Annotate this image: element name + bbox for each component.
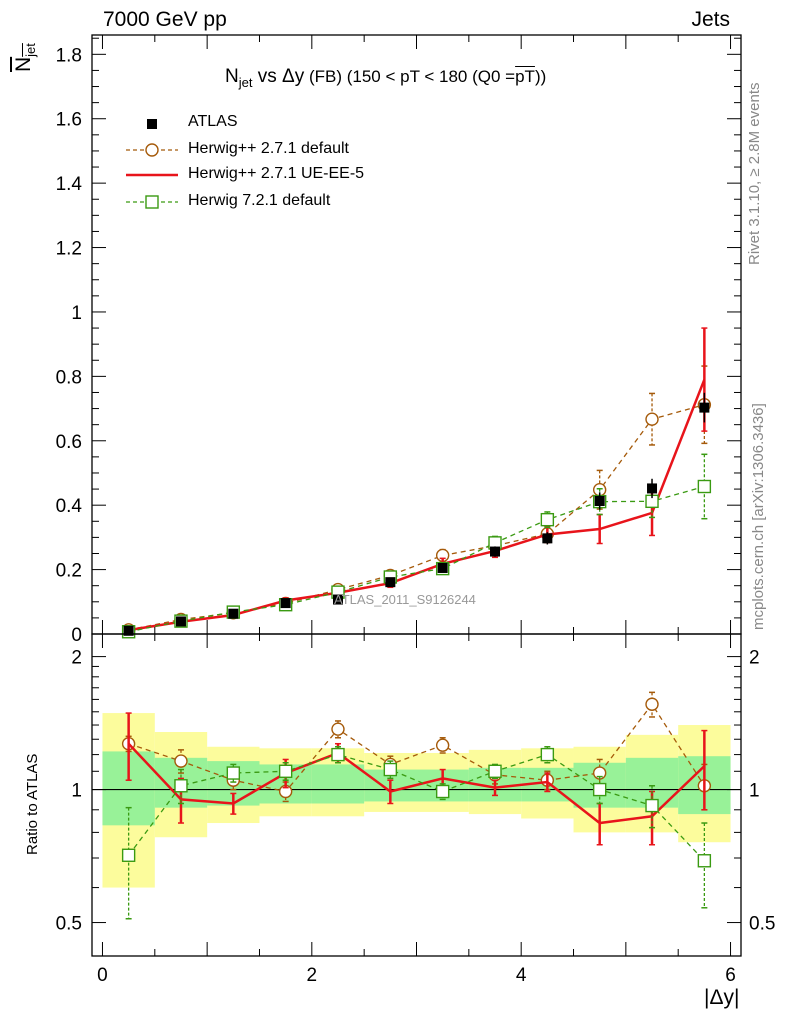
ratio-point-herwig7 — [331, 747, 345, 762]
main-line-herwig7 — [128, 485, 705, 633]
y-axis-title-n: N — [12, 56, 35, 72]
ratio-point-herwig7 — [645, 798, 659, 813]
atlas-point — [175, 616, 186, 627]
ratio-point-herwig-default — [435, 738, 450, 752]
legend-marker-atlas — [147, 119, 157, 129]
x-axis-title: |Δy| — [704, 986, 740, 1009]
ratio-line-herwig-ue — [127, 742, 706, 825]
process-label: Jets — [691, 8, 730, 31]
legend-label-herwig-ue: Herwig++ 2.7.1 UE-EE-5 — [188, 165, 365, 182]
legend-marker-herwig-default — [126, 143, 178, 157]
ratio-y-tick-label-right: 0.5 — [749, 914, 775, 935]
ratio-point-herwig7 — [121, 848, 136, 862]
ratio-axis-title: Ratio to ATLAS — [24, 753, 41, 855]
legend-marker-herwig7 — [126, 195, 178, 209]
title-mid: vs Δy — [252, 66, 305, 87]
ratio-y-tick-label: 2 — [71, 648, 82, 669]
y-axis-title-sub: jet — [23, 43, 39, 57]
main-line-herwig-ue — [128, 379, 706, 632]
ratio-band-inner — [311, 764, 365, 804]
x-tick-label: 6 — [725, 965, 736, 986]
ratio-line-herwig-default — [128, 703, 705, 793]
y-axis-title: Njet — [12, 43, 38, 72]
y-tick-label: 1.2 — [56, 239, 82, 260]
atlas-point — [490, 546, 501, 557]
main-point-herwig7 — [697, 479, 712, 494]
main-point-herwig7 — [540, 512, 555, 527]
ratio-y-tick-label: 1 — [71, 781, 82, 802]
ratio-point-herwig7 — [435, 784, 450, 799]
ratio-point-herwig7 — [383, 762, 398, 777]
mcplots-info: mcplots.cern.ch [arXiv:1306.3436] — [750, 403, 767, 630]
y-tick-label: 1.6 — [56, 110, 82, 131]
y-tick-label: 1.4 — [56, 174, 83, 195]
atlas-point — [332, 594, 343, 605]
ratio-point-herwig7 — [278, 764, 293, 778]
title-n-sub: jet — [238, 74, 253, 90]
x-tick-label: 0 — [97, 965, 108, 986]
ratio-y-tick-label: 0.5 — [56, 914, 82, 935]
ratio-point-herwig7 — [488, 764, 502, 778]
ratio-point-herwig7 — [174, 779, 188, 793]
ratio-point-herwig7 — [592, 782, 607, 797]
y-tick-label: 0.4 — [56, 496, 83, 517]
title-close: )) — [534, 67, 547, 86]
atlas-point — [228, 608, 239, 619]
analysis-watermark: ATLAS_2011_S9126244 — [334, 592, 476, 607]
legend-marker-herwig-ue — [126, 173, 178, 177]
atlas-point — [594, 495, 605, 506]
ratio-y-tick-label-right: 1 — [749, 781, 760, 802]
x-tick-label: 4 — [516, 965, 527, 986]
title-tail: (FB) (150 < pT < 180 (Q0 = — [304, 67, 516, 86]
main-point-herwig-default — [645, 412, 659, 426]
title-overline: pT — [515, 67, 535, 86]
energy-label: 7000 GeV pp — [103, 8, 227, 31]
atlas-point — [437, 562, 448, 573]
y-tick-label: 0.2 — [56, 561, 82, 582]
atlas-point — [385, 577, 396, 588]
legend-label-atlas: ATLAS — [188, 113, 238, 130]
atlas-point — [647, 483, 658, 494]
atlas-point — [699, 402, 710, 413]
ratio-point-herwig7 — [540, 747, 555, 762]
ratio-point-herwig7 — [226, 766, 241, 780]
y-tick-label: 0.8 — [56, 367, 82, 388]
rivet-info: Rivet 3.1.10, ≥ 2.8M events — [746, 82, 763, 266]
ratio-point-herwig-default — [331, 722, 345, 736]
atlas-point — [542, 533, 553, 544]
plot-title: Njet vs Δy (FB) (150 < pT < 180 (Q0 =pT)… — [225, 66, 546, 90]
atlas-point — [280, 598, 291, 609]
atlas-point — [123, 625, 134, 636]
y-tick-label: 0 — [71, 625, 82, 646]
ratio-point-herwig-default — [174, 754, 188, 768]
ratio-point-herwig-default — [645, 697, 659, 711]
legend-label-herwig7: Herwig 7.2.1 default — [188, 192, 331, 209]
title-n: N — [225, 66, 239, 87]
ratio-point-herwig7 — [697, 854, 712, 868]
ratio-line-herwig7 — [128, 753, 705, 862]
y-tick-label: 0.6 — [56, 432, 82, 453]
ratio-y-tick-label-right: 2 — [749, 648, 760, 669]
y-tick-label: 1.8 — [56, 45, 82, 66]
legend-label-herwig-default: Herwig++ 2.7.1 default — [188, 140, 349, 157]
y-tick-label: 1 — [71, 303, 82, 324]
x-tick-label: 2 — [307, 965, 318, 986]
main-line-herwig-default — [128, 404, 705, 631]
